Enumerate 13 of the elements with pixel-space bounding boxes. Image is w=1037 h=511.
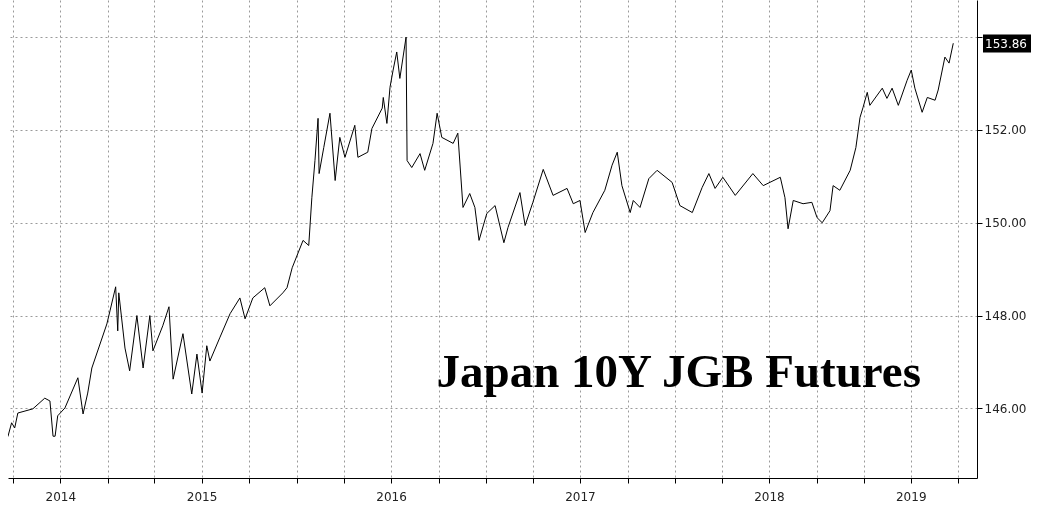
x-tick-label: 2014: [45, 489, 77, 504]
y-tick-label: 150.00: [984, 216, 1027, 231]
y-tick-label: 152.00: [984, 123, 1027, 138]
line-series: [8, 36, 954, 437]
x-tick-label: 2019: [895, 489, 927, 504]
x-tick-label: 2016: [376, 489, 407, 504]
x-tick-label: 2015: [186, 489, 218, 504]
x-tick-label: 2018: [754, 489, 785, 504]
text: Japan 10Y JGB Futures: [436, 345, 921, 397]
y-tick-label: 146.00: [984, 401, 1027, 416]
y-tick-label: 148.00: [984, 309, 1027, 324]
text: 153.86: [985, 36, 1027, 51]
x-tick-label: 2017: [565, 489, 596, 504]
